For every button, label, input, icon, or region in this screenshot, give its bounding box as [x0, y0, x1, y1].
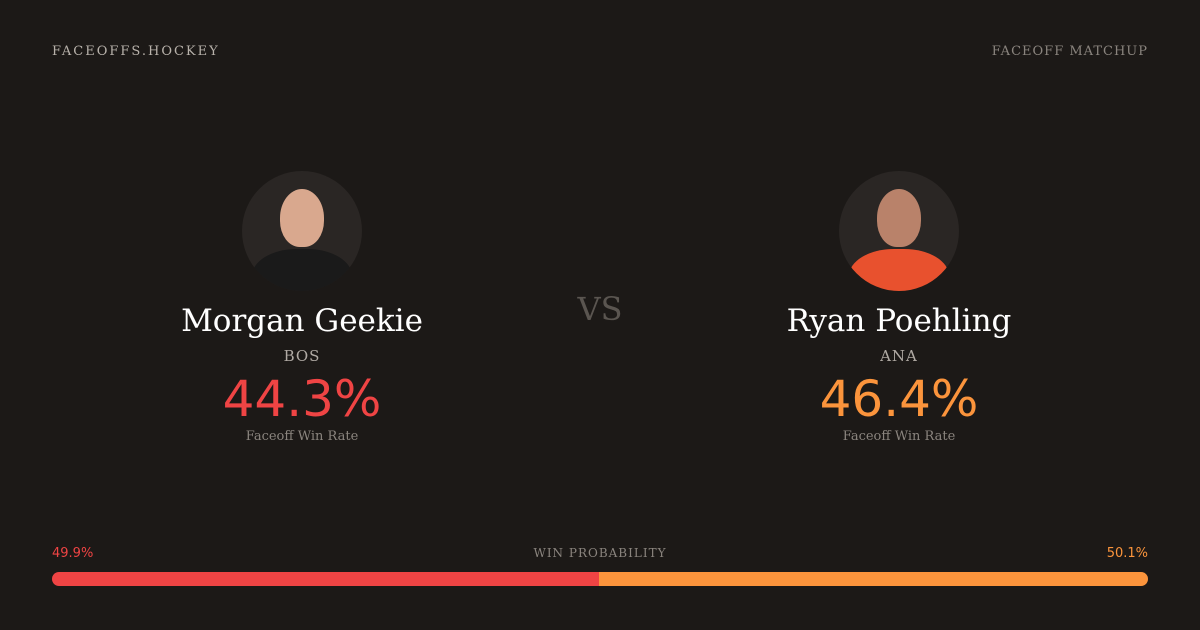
player-name: Ryan Poehling [786, 303, 1012, 339]
win-prob-right-segment [598, 572, 1148, 586]
page-tag: FACEOFF MATCHUP [991, 44, 1148, 59]
player-card-1: Morgan Geekie BOS 44.3% Faceoff Win Rate [102, 171, 502, 444]
win-probability-bar [52, 572, 1148, 586]
player-team: BOS [283, 347, 321, 365]
player-rate: 44.3% [222, 370, 382, 428]
site-brand: FACEOFFS.HOCKEY [52, 44, 220, 59]
win-prob-right: 50.1% [1106, 546, 1148, 561]
player-card-2: Ryan Poehling ANA 46.4% Faceoff Win Rate [699, 171, 1099, 444]
win-prob-label: WIN PROBABILITY [533, 546, 667, 560]
win-prob-left-segment [52, 572, 599, 586]
player-name: Morgan Geekie [181, 303, 423, 339]
player-photo [242, 171, 362, 291]
vs-label: VS [577, 290, 623, 328]
player-rate-label: Faceoff Win Rate [245, 429, 359, 444]
win-prob-left: 49.9% [52, 546, 94, 561]
player-rate: 46.4% [819, 370, 979, 428]
player-team: ANA [880, 347, 918, 365]
player-photo [839, 171, 959, 291]
player-rate-label: Faceoff Win Rate [842, 429, 956, 444]
